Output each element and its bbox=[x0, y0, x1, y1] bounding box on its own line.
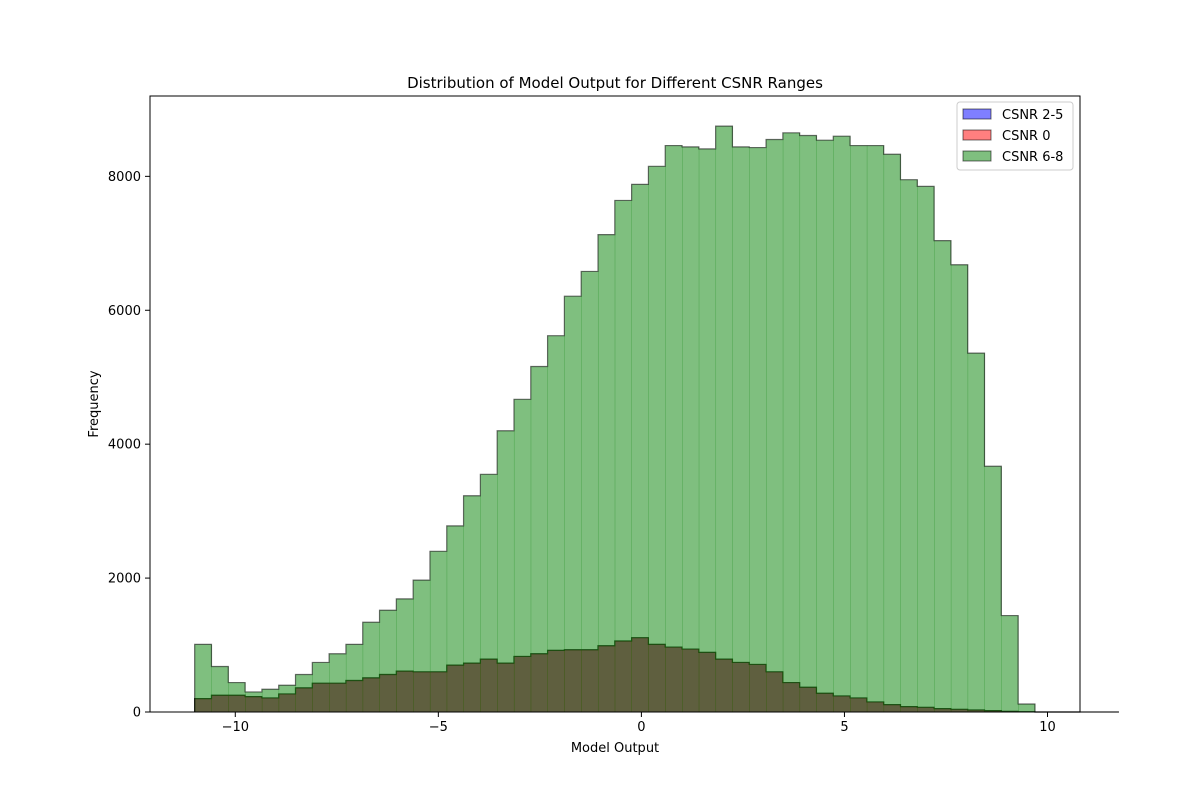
histogram-bar bbox=[194, 644, 212, 712]
histogram-bar bbox=[749, 147, 767, 712]
histogram-bar bbox=[614, 200, 633, 712]
histogram-bar bbox=[245, 691, 263, 712]
histogram-bar bbox=[362, 622, 380, 712]
histogram-bar bbox=[312, 662, 330, 712]
x-tick-label: −10 bbox=[222, 720, 249, 735]
histogram-bar bbox=[833, 136, 851, 712]
histogram-bar bbox=[967, 353, 985, 712]
histogram-bar bbox=[816, 140, 834, 713]
histogram-bar bbox=[950, 264, 969, 712]
histogram-bar bbox=[648, 166, 666, 713]
legend-label-csnr-6-8: CSNR 6-8 bbox=[1002, 150, 1063, 165]
histogram-bar bbox=[228, 682, 246, 712]
histogram-bar bbox=[850, 145, 868, 712]
histogram-bar bbox=[698, 148, 717, 713]
series-outline bbox=[194, 125, 1036, 712]
histogram-bar bbox=[261, 689, 280, 712]
histogram-bar bbox=[278, 685, 296, 712]
histogram-bar bbox=[715, 126, 733, 712]
x-tick-label: 0 bbox=[637, 720, 645, 735]
histogram-bar bbox=[984, 466, 1002, 712]
legend-swatch-csnr-0 bbox=[962, 129, 992, 141]
y-axis: 0 2000 4000 6000 8000 bbox=[108, 170, 150, 721]
histogram-bar bbox=[396, 598, 414, 712]
histogram-bar bbox=[211, 666, 229, 712]
x-tick-label: 10 bbox=[1039, 720, 1056, 735]
histogram-bar bbox=[379, 610, 397, 712]
histogram-bar bbox=[413, 580, 431, 712]
series-csnr-6-8 bbox=[194, 125, 1036, 713]
histogram-bar bbox=[631, 184, 649, 712]
plot-frame bbox=[149, 95, 1081, 713]
histogram-bar bbox=[480, 474, 498, 712]
x-tick-label: −5 bbox=[429, 720, 448, 735]
histogram-bar bbox=[513, 399, 532, 712]
histogram-bar bbox=[917, 186, 935, 713]
histogram-bar bbox=[934, 240, 952, 712]
histogram-bar bbox=[665, 145, 683, 712]
histogram-bar bbox=[547, 335, 565, 712]
x-axis: −10 −5 0 5 10 bbox=[222, 712, 1056, 735]
legend-swatch-csnr-2-5 bbox=[962, 108, 992, 120]
histogram-bar bbox=[564, 296, 582, 712]
histogram-bar bbox=[581, 271, 599, 712]
chart-title: Distribution of Model Output for Differe… bbox=[407, 74, 823, 92]
x-axis-label: Model Output bbox=[571, 741, 659, 756]
histogram-bar bbox=[446, 525, 464, 712]
legend-label-csnr-2-5: CSNR 2-5 bbox=[1002, 108, 1063, 123]
legend-swatch-csnr-6-8 bbox=[962, 150, 992, 162]
histogram-bar bbox=[866, 145, 885, 712]
histogram-bar bbox=[682, 146, 700, 712]
plot-area: −10 −5 0 5 10 0 2000 4000 6000 8000 bbox=[108, 95, 1119, 735]
y-tick-label: 8000 bbox=[108, 170, 141, 185]
bars-layer bbox=[194, 125, 1119, 713]
histogram-bar bbox=[732, 146, 750, 712]
histogram-bar bbox=[597, 234, 616, 712]
legend: CSNR 2-5 CSNR 0 CSNR 6-8 bbox=[956, 101, 1074, 171]
y-tick-label: 2000 bbox=[108, 572, 141, 587]
legend-label-csnr-0: CSNR 0 bbox=[1002, 129, 1051, 144]
histogram-bar bbox=[530, 366, 548, 712]
histogram-bar bbox=[329, 653, 347, 712]
y-axis-label: Frequency bbox=[87, 370, 102, 437]
histogram-bar bbox=[1018, 703, 1036, 712]
x-tick-label: 5 bbox=[840, 720, 848, 735]
histogram-bar bbox=[497, 430, 515, 712]
y-tick-label: 0 bbox=[133, 706, 141, 721]
y-tick-label: 4000 bbox=[108, 438, 141, 453]
histogram-bar bbox=[799, 135, 817, 713]
histogram-bar bbox=[345, 644, 364, 712]
histogram-bar bbox=[1001, 615, 1019, 712]
histogram-bar bbox=[766, 139, 784, 713]
histogram-bar bbox=[429, 551, 448, 712]
histogram-bar bbox=[295, 674, 313, 712]
histogram-bar bbox=[883, 154, 901, 712]
histogram-bar bbox=[900, 179, 918, 712]
histogram-bar bbox=[782, 132, 801, 713]
histogram-bar bbox=[463, 495, 481, 712]
y-tick-label: 6000 bbox=[108, 304, 141, 319]
